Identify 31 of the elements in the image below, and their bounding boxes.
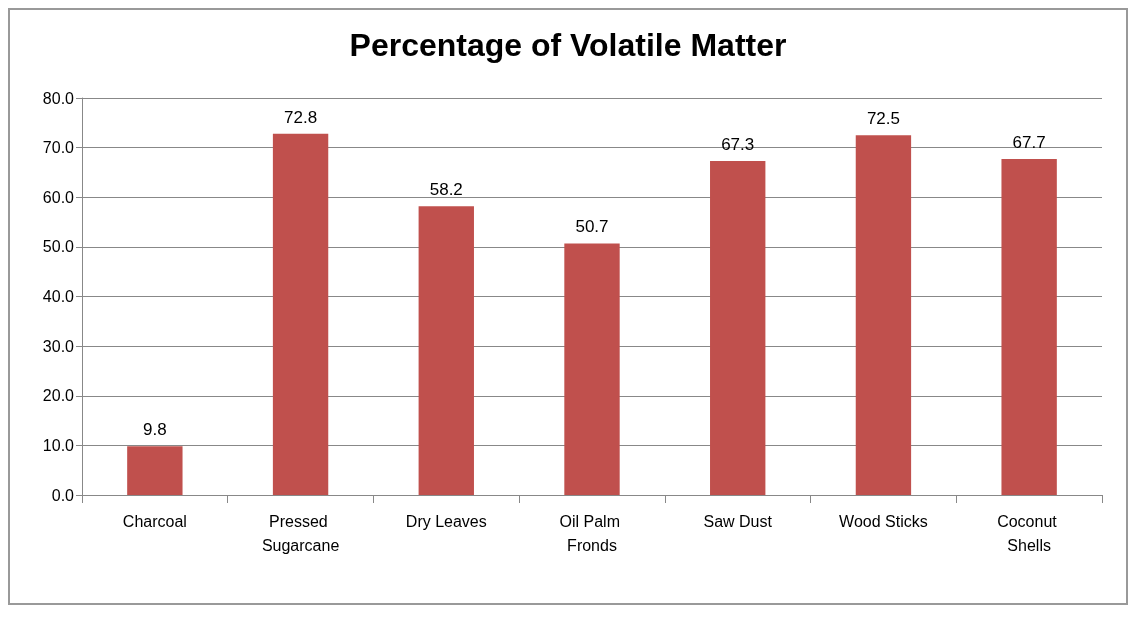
data-label: 67.7 <box>1012 133 1046 153</box>
y-tick-label: 70.0 <box>42 139 75 157</box>
bar <box>564 243 620 495</box>
y-tick-label: 60.0 <box>42 188 75 206</box>
bar <box>418 206 474 495</box>
y-tick-label: 40.0 <box>42 288 75 305</box>
bar <box>127 446 183 495</box>
y-tick-label: 20.0 <box>42 387 75 405</box>
y-tick-label: 30.0 <box>42 337 75 355</box>
x-tick-label: Pressed Sugarcane <box>261 512 340 554</box>
chart-title: Percentage of Volatile Matter <box>349 27 787 63</box>
y-tick-label: 10.0 <box>42 436 75 454</box>
bar <box>272 133 329 495</box>
x-tick-label: Charcoal <box>122 512 187 530</box>
data-label: 50.7 <box>575 217 609 237</box>
x-tick-label: Wood Sticks <box>839 512 928 530</box>
data-label: 67.3 <box>721 135 755 155</box>
bar <box>710 161 766 495</box>
data-label: 72.5 <box>866 109 900 129</box>
data-label: 72.8 <box>284 107 318 127</box>
x-tick-label: Dry Leaves <box>405 512 487 530</box>
y-tick-label: 80.0 <box>42 89 75 107</box>
bar <box>1001 159 1057 495</box>
y-tick-label: 0.0 <box>51 486 75 504</box>
data-label: 9.8 <box>143 420 167 440</box>
y-tick-label: 50.0 <box>42 238 75 256</box>
data-label: 58.2 <box>429 180 463 200</box>
x-tick-label: Coconut Shells <box>997 512 1062 554</box>
x-tick-label: Saw Dust <box>703 512 773 530</box>
bar <box>855 135 912 495</box>
x-tick-label: Oil Palm Fronds <box>559 512 625 554</box>
